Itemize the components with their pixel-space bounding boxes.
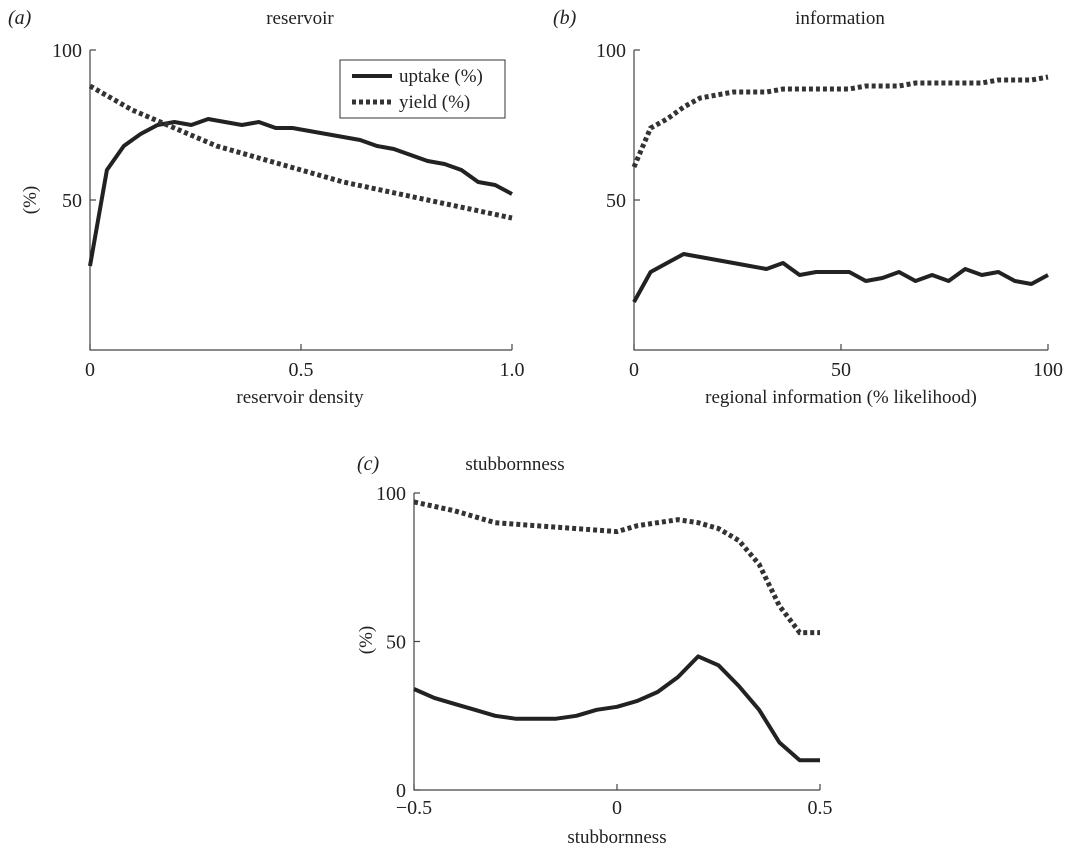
- panel-a-xtick-label: 1.0: [500, 359, 525, 381]
- panel-b-ticks: 50 100 0 50 100: [596, 40, 1063, 381]
- panel-a-ticks: 50 100 0 0.5 1.0: [52, 40, 525, 381]
- panel-b-xlabel: regional information (% likelihood): [705, 387, 977, 408]
- panel-a-reservoir: (a) reservoir 50 100 0 0.5 1.0 reservoir den…: [8, 7, 525, 408]
- panel-c-xtick-label: 0.5: [808, 797, 833, 819]
- panel-a-label: (a): [8, 7, 32, 29]
- panel-c-axes: [413, 493, 820, 791]
- legend-item-uptake: uptake (%): [399, 66, 483, 87]
- panel-c-title: stubbornness: [465, 454, 564, 475]
- panel-a-series: [88, 83, 513, 267]
- panel-b-ytick-label: 50: [606, 190, 626, 212]
- panel-a-title: reservoir: [266, 8, 334, 29]
- panel-a-ytick-label: 50: [62, 190, 82, 212]
- panel-a-series-yield-line: [88, 83, 513, 221]
- panel-b-xtick-label: 0: [629, 359, 639, 381]
- panel-c-xlabel: stubbornness: [567, 827, 666, 848]
- panel-a-ylabel: (%): [20, 186, 41, 214]
- panel-b-xtick-label: 100: [1033, 359, 1063, 381]
- panel-a-series-uptake-line: [88, 117, 513, 267]
- panel-b-series-yield-line: [631, 74, 1049, 168]
- legend-box: [339, 59, 506, 119]
- panel-b-series: [631, 74, 1049, 303]
- panel-b-label: (b): [553, 7, 577, 29]
- panel-c-series: [413, 499, 820, 763]
- panel-a-ytick-label: 100: [52, 40, 82, 62]
- panel-b-series-uptake-line: [632, 252, 1049, 303]
- panel-a-xlabel: reservoir density: [236, 387, 364, 408]
- panel-a-xtick-label: 0: [85, 359, 95, 381]
- panel-c-xtick-label: 0: [612, 797, 622, 819]
- legend-item-yield: yield (%): [399, 92, 470, 113]
- panel-c-ytick-label: 0: [396, 780, 406, 802]
- panel-c-ylabel: (%): [356, 626, 377, 654]
- panel-c-series-yield-line: [413, 499, 820, 636]
- panel-a-xtick-label: 0.5: [289, 359, 314, 381]
- panel-c-label: (c): [357, 453, 380, 475]
- panel-b-xtick-label: 50: [831, 359, 851, 381]
- panel-b-ytick-label: 100: [596, 40, 626, 62]
- panel-c-series-uptake-line: [413, 654, 820, 763]
- panel-b-information: (b) information 50 100 0 50 100 regional inf…: [553, 7, 1063, 408]
- panel-b-axes: [633, 50, 1048, 351]
- panel-c-ytick-label: 100: [376, 483, 406, 505]
- panel-c-xtick-label: −0.5: [396, 797, 432, 819]
- legend: uptake (%) yield (%): [339, 59, 506, 119]
- panel-b-title: information: [795, 8, 885, 29]
- panel-c-ytick-label: 50: [386, 632, 406, 654]
